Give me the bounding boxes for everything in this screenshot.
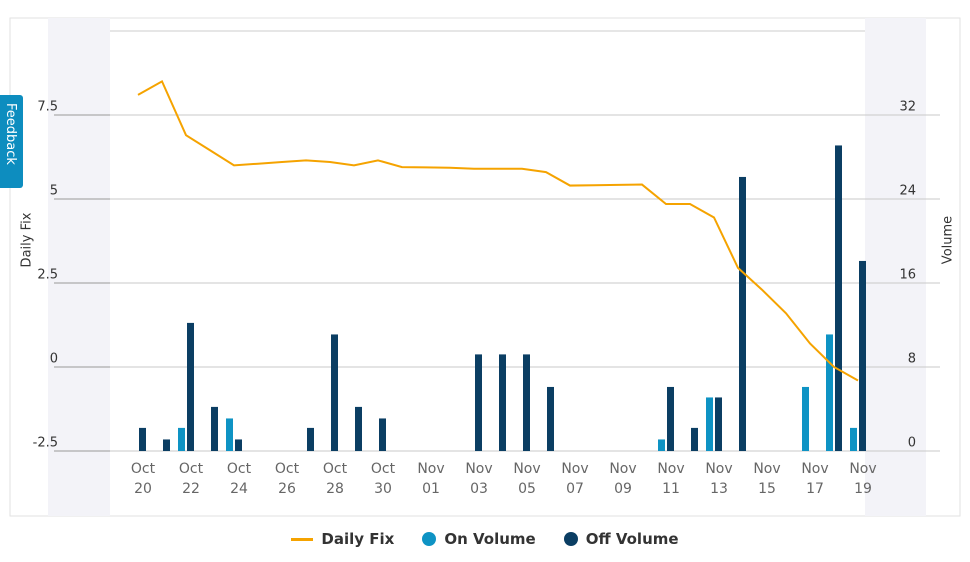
legend: Daily Fix On Volume Off Volume xyxy=(0,530,970,548)
bar xyxy=(379,418,386,451)
x-tick-label: Nov 19 xyxy=(849,461,877,497)
bar xyxy=(547,386,554,451)
y-tick-label: 0 xyxy=(50,352,58,367)
y2-tick-label: 24 xyxy=(899,184,916,199)
bar xyxy=(226,418,233,451)
bar xyxy=(178,427,185,451)
y-axis-band xyxy=(48,18,110,516)
y2-tick-label: 0 xyxy=(908,436,916,451)
bar xyxy=(691,427,698,451)
bar xyxy=(739,176,746,451)
bar xyxy=(499,354,506,451)
x-tick-label: Nov 03 xyxy=(465,461,493,497)
bar xyxy=(163,439,170,451)
x-tick-label: Nov 11 xyxy=(657,461,685,497)
x-tick-label: Nov 15 xyxy=(753,461,781,497)
x-tick-label: Nov 17 xyxy=(801,461,829,497)
legend-swatch xyxy=(422,532,437,546)
bar xyxy=(523,354,530,451)
bar xyxy=(667,386,674,451)
legend-item[interactable]: On Volume xyxy=(422,530,536,548)
bar xyxy=(235,439,242,451)
legend-label: Daily Fix xyxy=(321,530,395,548)
x-tick-label: Oct 20 xyxy=(130,461,156,497)
x-tick-label: Oct 22 xyxy=(178,461,204,497)
x-tick-label: Nov 09 xyxy=(609,461,637,497)
legend-item[interactable]: Off Volume xyxy=(563,530,679,548)
bar xyxy=(802,386,809,451)
bar xyxy=(826,334,833,451)
bar xyxy=(211,406,218,451)
bar xyxy=(859,260,866,451)
x-tick-label: Oct 26 xyxy=(274,461,300,497)
line xyxy=(137,79,859,382)
x-tick-label: Nov 07 xyxy=(561,461,589,497)
bar xyxy=(331,334,338,451)
card-border xyxy=(9,17,961,517)
bar xyxy=(139,427,146,451)
y2-tick-label: 16 xyxy=(899,268,916,283)
feedback-tab[interactable]: Feedback xyxy=(0,95,23,188)
x-tick-label: Oct 28 xyxy=(322,461,348,497)
bar xyxy=(835,145,842,451)
bar xyxy=(850,427,857,451)
x-tick-label: Nov 13 xyxy=(705,461,733,497)
legend-label: Off Volume xyxy=(585,530,679,548)
x-tick-label: Oct 24 xyxy=(226,461,252,497)
bar xyxy=(658,439,665,451)
legend-label: On Volume xyxy=(444,530,536,548)
y-axis-label: Daily Fix xyxy=(20,212,35,267)
bar xyxy=(475,354,482,451)
bar xyxy=(307,427,314,451)
legend-swatch xyxy=(291,537,314,541)
y-tick-label: 2.5 xyxy=(37,268,58,283)
y2-axis-band xyxy=(865,18,926,516)
y-tick-label: 7.5 xyxy=(37,100,58,115)
y-tick-label: -2.5 xyxy=(33,436,58,451)
bar xyxy=(355,406,362,451)
legend-item[interactable]: Daily Fix xyxy=(291,530,394,548)
y2-tick-label: 8 xyxy=(908,352,916,367)
x-tick-label: Oct 30 xyxy=(370,461,396,497)
bar xyxy=(715,397,722,451)
legend-swatch xyxy=(563,532,578,546)
x-tick-label: Nov 05 xyxy=(513,461,541,497)
bar xyxy=(187,322,194,451)
y2-axis-label: Volume xyxy=(941,216,956,264)
x-tick-label: Nov 01 xyxy=(417,461,445,497)
feedback-label: Feedback xyxy=(3,103,18,165)
bar xyxy=(706,397,713,451)
y2-tick-label: 32 xyxy=(899,100,916,115)
y-tick-label: 5 xyxy=(50,184,58,199)
